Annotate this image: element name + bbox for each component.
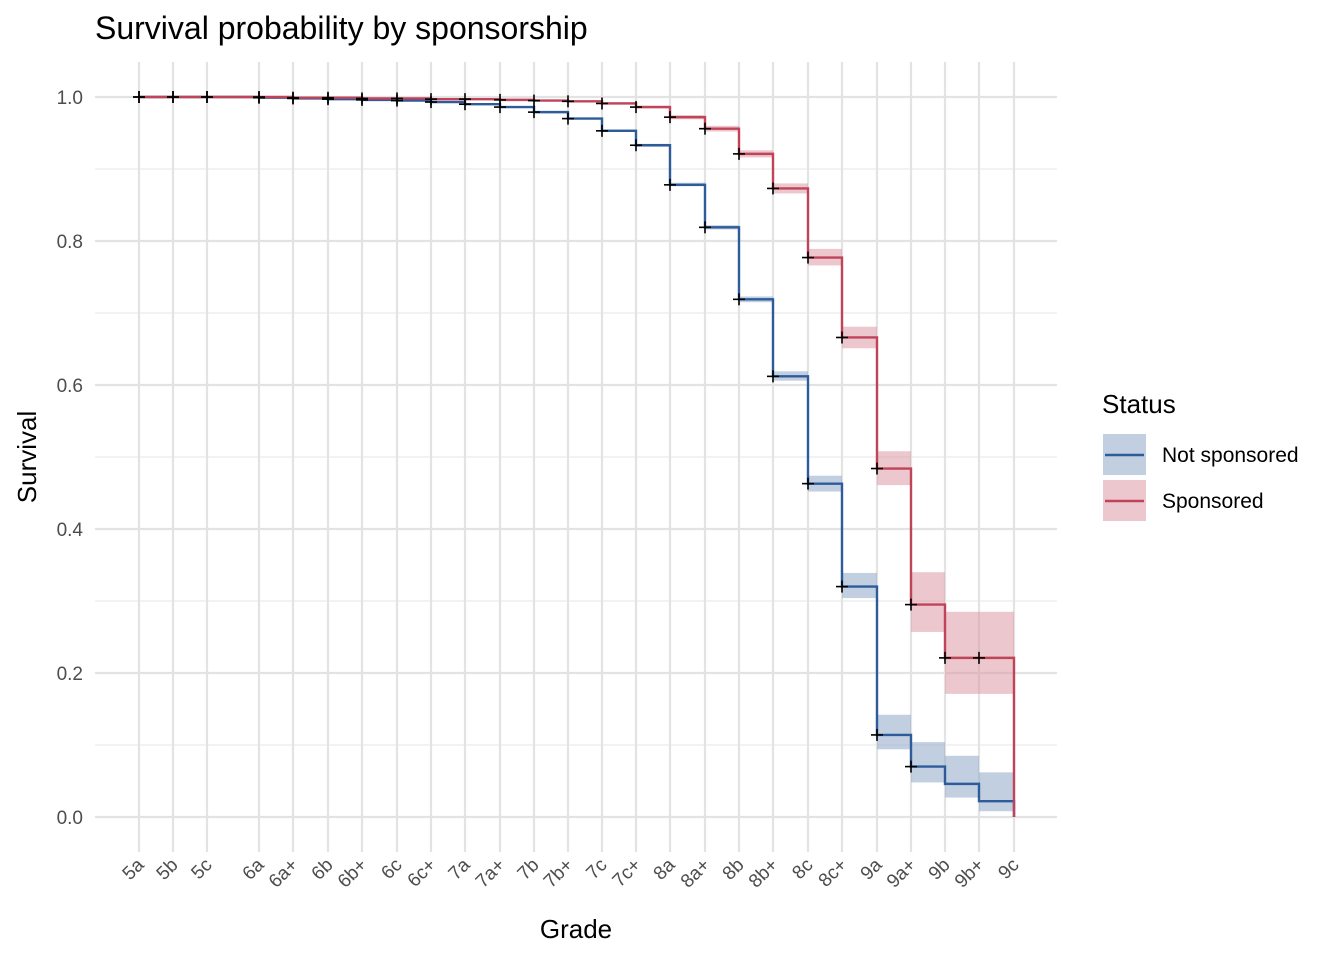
y-tick-label: 1.0 — [57, 88, 83, 109]
sponsored-censor-mark — [459, 93, 471, 106]
not-sponsored-band-segment — [945, 755, 979, 798]
x-tick-label: 8c+ — [815, 855, 852, 892]
not-sponsored-censor-mark — [664, 178, 676, 191]
sponsored-censor-mark — [562, 95, 574, 108]
x-tick-label: 5c — [187, 855, 216, 884]
x-tick-label: 6c — [377, 855, 406, 884]
x-tick-label: 6a+ — [265, 855, 303, 893]
sponsored-band-segment — [945, 611, 979, 694]
sponsored-censor-mark — [201, 91, 213, 103]
sponsored-censor-mark — [733, 147, 745, 160]
sponsored-censor-mark — [167, 91, 179, 103]
x-tick-label: 9b+ — [951, 855, 989, 893]
y-tick-label: 0.8 — [57, 232, 83, 253]
not-sponsored-censor-mark — [528, 106, 540, 119]
x-tick-label: 5a — [119, 854, 149, 884]
y-tick-label: 0.2 — [57, 664, 83, 685]
x-axis-title: Grade — [540, 914, 612, 944]
y-tick-label: 0.0 — [57, 808, 83, 829]
sponsored-censor-mark — [836, 331, 848, 344]
x-tick-label: 8b — [719, 855, 749, 885]
y-axis-title: Survival — [12, 411, 42, 503]
x-tick-label: 8c — [788, 855, 817, 884]
not-sponsored-censor-mark — [836, 580, 848, 593]
x-tick-label: 7c+ — [609, 855, 646, 892]
y-axis-ticks: 0.0 0.2 0.4 0.6 0.8 1.0 — [57, 88, 84, 829]
x-tick-label: 8a+ — [677, 855, 715, 893]
chart-title: Survival probability by sponsorship — [95, 10, 588, 46]
sponsored-censor-mark — [287, 91, 299, 104]
sponsored-censor-mark — [664, 111, 676, 124]
not-sponsored-censor-mark — [630, 139, 642, 152]
sponsored-censor-mark — [253, 91, 265, 103]
x-tick-label: 7b — [514, 855, 544, 885]
legend-item-not-sponsored: Not sponsored — [1103, 434, 1299, 475]
not-sponsored-censor-mark — [596, 124, 608, 137]
x-tick-label: 6b+ — [334, 855, 372, 893]
x-tick-label: 8a — [650, 854, 680, 884]
y-tick-label: 0.4 — [57, 520, 84, 541]
sponsored-censor-mark — [699, 122, 711, 135]
sponsored-censor-mark — [871, 462, 883, 475]
not-sponsored-censor-mark — [871, 728, 883, 741]
not-sponsored-censor-mark — [699, 221, 711, 234]
not-sponsored-censor-mark — [905, 760, 917, 773]
sponsored-censor-mark — [905, 598, 917, 611]
sponsored-censor-mark — [391, 92, 403, 105]
legend-title: Status — [1102, 389, 1176, 419]
sponsored-censor-mark — [494, 93, 506, 106]
not-sponsored-band-segment — [911, 742, 945, 783]
censor-marks — [133, 91, 985, 773]
not-sponsored-censor-mark — [802, 477, 814, 490]
sponsored-censor-mark — [767, 182, 779, 195]
x-tick-label: 7b+ — [540, 855, 578, 893]
x-tick-label: 6b — [308, 855, 338, 885]
sponsored-censor-mark — [630, 101, 642, 114]
sponsored-censor-mark — [596, 97, 608, 110]
not-sponsored-band-segment — [877, 714, 911, 750]
legend-label: Sponsored — [1162, 490, 1264, 513]
x-tick-label: 6c+ — [404, 855, 441, 892]
x-tick-label: 5b — [153, 855, 183, 885]
legend: Status Not sponsored Sponsored — [1102, 389, 1299, 521]
not-sponsored-censor-mark — [562, 112, 574, 125]
sponsored-censor-mark — [802, 251, 814, 264]
sponsored-censor-mark — [973, 651, 985, 664]
x-tick-label: 9a+ — [883, 855, 921, 893]
not-sponsored-censor-mark — [733, 293, 745, 306]
sponsored-censor-mark — [425, 93, 437, 106]
x-tick-label: 8b+ — [745, 855, 783, 893]
x-tick-label: 9b — [925, 855, 955, 885]
x-tick-label: 7a+ — [472, 855, 510, 893]
x-tick-label: 9a — [857, 854, 887, 884]
x-tick-label: 7a — [445, 854, 475, 884]
y-tick-label: 0.6 — [57, 376, 83, 397]
sponsored-band-segment — [979, 611, 1014, 694]
x-tick-label: 6a — [239, 854, 269, 884]
x-tick-label: 7c — [582, 855, 611, 884]
grid — [95, 62, 1057, 852]
sponsored-censor-mark — [939, 651, 951, 664]
sponsored-censor-mark — [322, 91, 334, 104]
sponsored-band-segment — [911, 572, 945, 632]
x-tick-label: 9c — [994, 855, 1023, 884]
sponsored-censor-mark — [356, 92, 368, 105]
not-sponsored-band-segment — [979, 772, 1014, 812]
legend-item-sponsored: Sponsored — [1103, 480, 1264, 521]
sponsored-censor-mark — [528, 94, 540, 107]
sponsored-censor-mark — [133, 91, 145, 103]
legend-label: Not sponsored — [1162, 444, 1299, 467]
not-sponsored-censor-mark — [767, 370, 779, 383]
